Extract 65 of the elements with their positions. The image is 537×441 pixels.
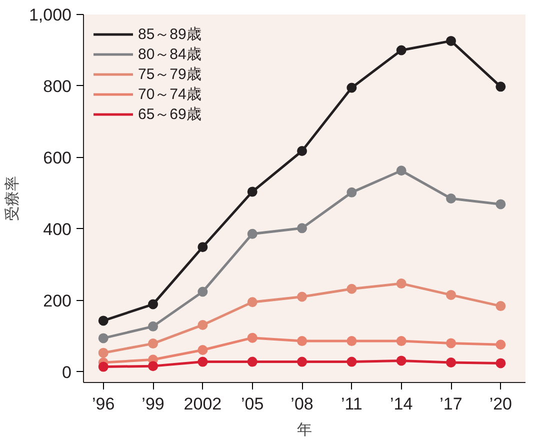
point: [446, 358, 456, 368]
point: [297, 223, 308, 234]
x-tick-label: ’05: [241, 394, 264, 414]
x-tick-label: ’08: [290, 394, 314, 414]
point: [396, 45, 406, 56]
legend-label: 75～79歳: [138, 64, 202, 84]
point: [247, 228, 258, 239]
point: [98, 333, 108, 344]
x-tick-label: ’17: [440, 394, 462, 414]
x-tick-label: ’14: [390, 394, 413, 414]
y-tick-label: 600: [43, 148, 72, 168]
point: [297, 292, 308, 302]
point: [446, 290, 456, 300]
y-axis-title: 受療率: [4, 176, 21, 221]
point: [148, 321, 158, 332]
legend-label: 85～89歳: [138, 24, 202, 44]
point: [198, 242, 208, 252]
x-tick-label: ’96: [92, 394, 115, 414]
point: [396, 356, 406, 366]
point: [396, 166, 406, 176]
point: [496, 82, 506, 92]
point: [297, 356, 308, 367]
point: [446, 36, 456, 46]
x-axis-title: 年: [297, 422, 312, 438]
y-tick-label: 200: [43, 291, 72, 310]
point: [247, 297, 258, 308]
point: [346, 284, 357, 294]
point: [198, 286, 208, 297]
legend-label: 65～69歳: [138, 104, 202, 124]
point: [496, 358, 506, 368]
point: [98, 362, 108, 372]
point: [446, 194, 456, 204]
point: [396, 336, 406, 346]
point: [346, 336, 357, 346]
point: [198, 356, 208, 367]
point: [198, 320, 208, 330]
point: [148, 299, 158, 310]
x-tick-label: ’11: [340, 394, 362, 414]
point: [148, 338, 158, 349]
y-tick-label: 0: [62, 362, 72, 382]
y-tick-label: 800: [43, 76, 72, 96]
point: [247, 332, 258, 343]
point: [346, 187, 357, 198]
point: [496, 340, 506, 350]
y-tick-label: 1,000: [28, 6, 72, 24]
point: [496, 199, 506, 210]
point: [148, 361, 158, 372]
y-tick-label: 400: [43, 220, 72, 239]
x-tick-label: ’20: [489, 394, 512, 414]
point: [98, 316, 108, 326]
point: [297, 146, 308, 156]
point: [396, 278, 406, 289]
point: [247, 186, 258, 197]
legend-label: 80～84歳: [138, 44, 202, 64]
point: [98, 348, 108, 358]
point: [346, 82, 357, 93]
point: [297, 336, 308, 346]
legend-label: 70～74歳: [138, 84, 202, 104]
point: [446, 338, 456, 348]
x-tick-label: 2002: [184, 394, 222, 414]
point: [496, 301, 506, 312]
point: [346, 356, 357, 367]
point: [247, 356, 258, 367]
x-tick-label: ’99: [142, 394, 164, 414]
point: [198, 344, 208, 355]
